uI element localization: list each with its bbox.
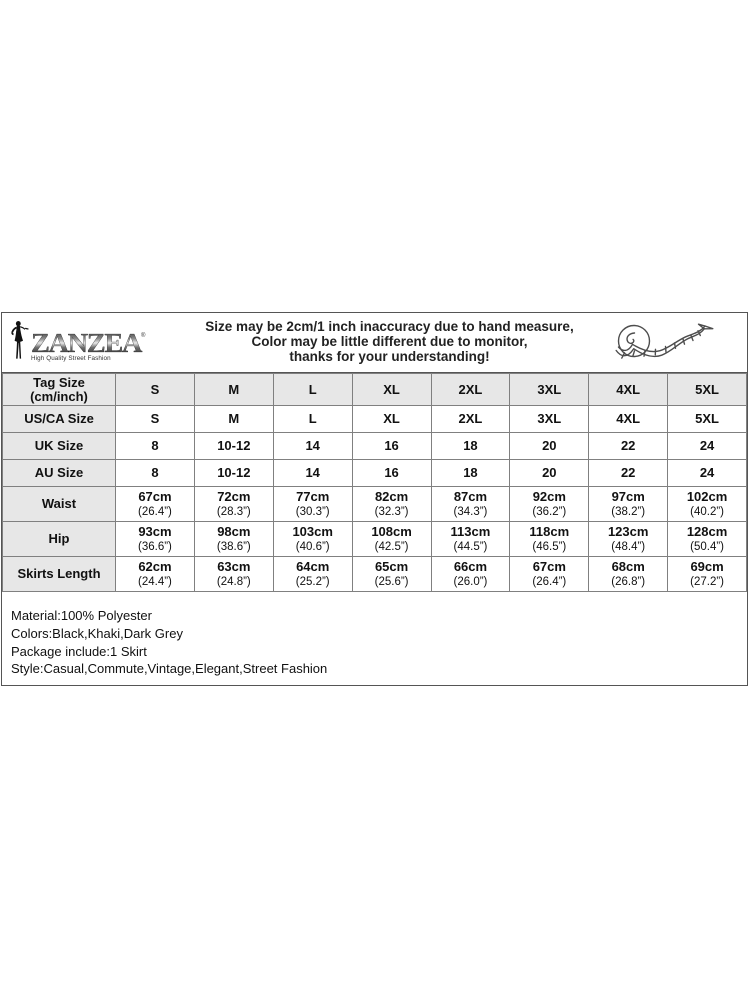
svg-text:High Quality Street Fashion: High Quality Street Fashion	[31, 355, 111, 362]
svg-text:ZANZEA: ZANZEA	[31, 328, 143, 358]
svg-text:®: ®	[141, 332, 146, 339]
